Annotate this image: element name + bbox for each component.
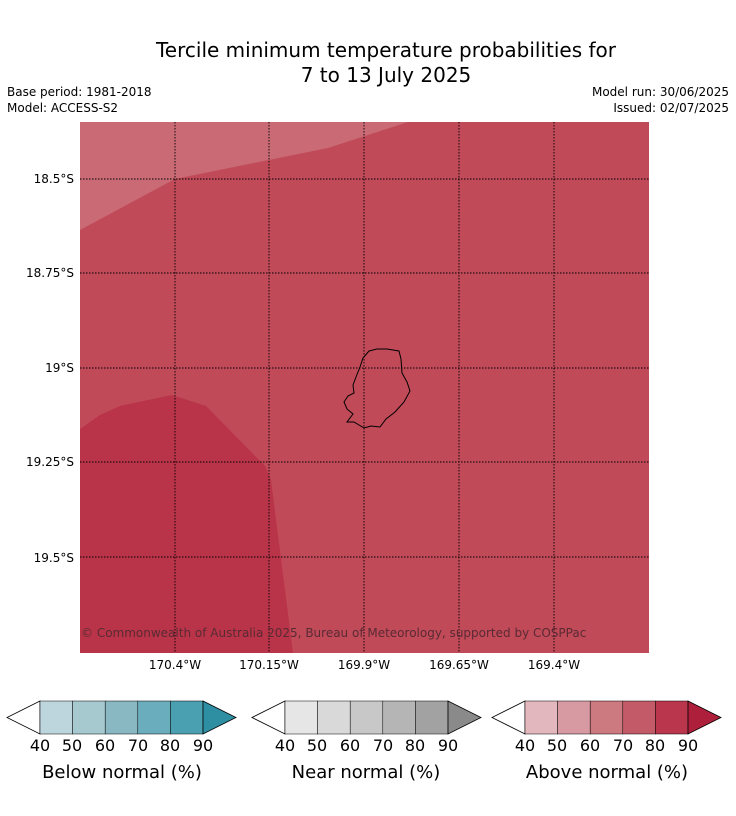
colorbar-above-tick-80: 80 — [644, 736, 666, 755]
map-grid — [80, 122, 649, 653]
colorbar-above-tick-50: 50 — [546, 736, 568, 755]
colorbar-below-seg-60-70 — [104, 700, 139, 735]
colorbar-near-normal — [251, 700, 482, 735]
colorbar-below-seg-40-50 — [39, 700, 73, 735]
lat-label-19-25: 19.25°S — [26, 455, 74, 469]
lon-label-169-65: 169.65°W — [429, 658, 489, 672]
colorbar-near-seg-40-50 — [284, 700, 318, 735]
colorbar-near-seg-50-60 — [317, 700, 351, 735]
colorbar-near-tick-80: 80 — [404, 736, 426, 755]
colorbar-below-tick-50: 50 — [61, 736, 83, 755]
colorbar-above-seg-50-60 — [557, 700, 591, 735]
chart-title: Tercile minimum temperature probabilitie… — [0, 38, 736, 88]
colorbar-below-label: Below normal (%) — [42, 762, 202, 783]
colorbar-below-normal — [6, 700, 237, 735]
colorbar-below-tick-40: 40 — [29, 736, 51, 755]
meta-right: Model run: 30/06/2025 Issued: 02/07/2025 — [592, 84, 729, 116]
region-above-60-70 — [80, 122, 408, 230]
region-above-80-90 — [80, 395, 293, 653]
colorbar-near-lower-extend — [251, 700, 286, 735]
colorbar-above-normal — [491, 700, 722, 735]
lon-label-169-4: 169.4°W — [527, 658, 581, 672]
colorbar-near-tick-50: 50 — [306, 736, 328, 755]
colorbar-above-seg-70-80 — [622, 700, 656, 735]
model-run: Model run: 30/06/2025 — [591, 85, 729, 99]
map-canvas — [80, 122, 649, 653]
colorbar-above-tick-90: 90 — [677, 736, 699, 755]
colorbar-above-tick-70: 70 — [612, 736, 634, 755]
colorbar-near-upper-extend — [447, 700, 482, 735]
probability-map — [80, 122, 649, 653]
colorbar-near-seg-60-70 — [349, 700, 384, 735]
lat-label-19: 19°S — [45, 361, 74, 375]
island-outline — [343, 348, 411, 429]
colorbar-above-label: Above normal (%) — [525, 762, 689, 783]
colorbar-above-tick-40: 40 — [514, 736, 536, 755]
colorbar-near-tick-60: 60 — [339, 736, 361, 755]
lon-label-169-9: 169.9°W — [337, 658, 391, 672]
base-period: Base period: 1981-2018 — [7, 85, 152, 99]
colorbar-below-tick-60: 60 — [94, 736, 116, 755]
lat-label-19-5: 19.5°S — [33, 551, 74, 565]
colorbar-near-label: Near normal (%) — [291, 762, 441, 783]
lat-label-18-75: 18.75°S — [26, 266, 74, 280]
model-name: Model: ACCESS-S2 — [7, 101, 119, 115]
colorbar-near-tick-40: 40 — [274, 736, 296, 755]
colorbar-above-upper-extend — [687, 700, 722, 735]
colorbar-below-seg-70-80 — [137, 700, 171, 735]
colorbar-above-lower-extend — [491, 700, 526, 735]
colorbar-above-seg-40-50 — [524, 700, 558, 735]
colorbar-below-seg-50-60 — [72, 700, 106, 735]
issued-date: Issued: 02/07/2025 — [613, 101, 729, 115]
meta-left: Base period: 1981-2018 Model: ACCESS-S2 — [7, 84, 152, 116]
title-line-1: Tercile minimum temperature probabilitie… — [155, 38, 617, 62]
colorbar-below-seg-80-90 — [170, 700, 204, 735]
colorbar-above-tick-60: 60 — [579, 736, 601, 755]
colorbar-below-upper-extend — [202, 700, 237, 735]
copyright-notice: © Commonwealth of Australia 2025, Bureau… — [81, 626, 587, 640]
colorbar-below-lower-extend — [6, 700, 41, 735]
colorbar-below-tick-80: 80 — [159, 736, 181, 755]
colorbar-near-seg-70-80 — [382, 700, 416, 735]
colorbar-near-tick-90: 90 — [437, 736, 459, 755]
lon-label-170-15: 170.15°W — [239, 658, 299, 672]
lat-label-18-5: 18.5°S — [33, 172, 74, 186]
colorbar-below-tick-90: 90 — [192, 736, 214, 755]
colorbar-near-tick-70: 70 — [372, 736, 394, 755]
title-line-2: 7 to 13 July 2025 — [300, 63, 472, 87]
lon-label-170-4: 170.4°W — [148, 658, 202, 672]
colorbar-below-tick-70: 70 — [127, 736, 149, 755]
colorbar-above-seg-80-90 — [655, 700, 689, 735]
colorbar-above-seg-60-70 — [589, 700, 624, 735]
colorbar-near-seg-80-90 — [415, 700, 449, 735]
